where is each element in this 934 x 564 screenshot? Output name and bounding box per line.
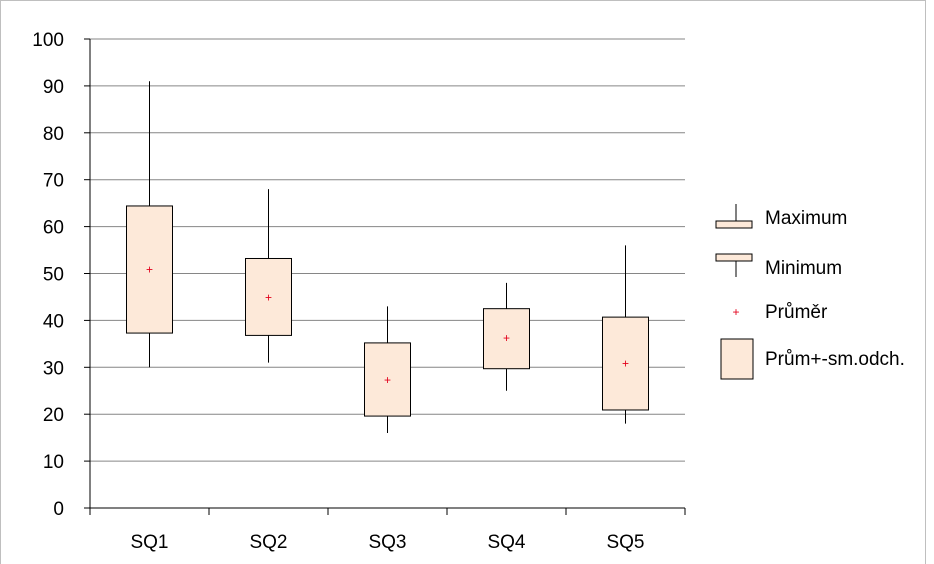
legend: Maximum Minimum + Průměr Prům+-sm.odch. (715, 204, 905, 380)
y-tick-label: 20 (43, 405, 64, 426)
x-tick-label: SQ2 (249, 532, 287, 553)
frame-top-border (0, 0, 926, 1)
x-axis-tick-labels: SQ1 SQ2 SQ3 SQ4 SQ5 (89, 508, 686, 553)
box-sq1: + (126, 81, 173, 368)
box-sq2: + (245, 189, 292, 363)
x-tick-label: SQ5 (606, 532, 644, 553)
box-body (602, 316, 649, 411)
legend-mean-marker: + (732, 305, 739, 319)
legend-entry-mean: + Průměr (732, 302, 827, 323)
mean-marker: + (265, 290, 272, 304)
box-body (126, 205, 173, 334)
y-tick-label: 0 (53, 499, 64, 520)
x-tick-label: SQ1 (130, 532, 168, 553)
gridlines (90, 38, 685, 462)
x-tick-label: SQ4 (487, 532, 525, 553)
box-sq5: + (602, 245, 649, 424)
y-tick-label: 30 (43, 358, 64, 379)
legend-entry-box: Prům+-sm.odch. (720, 338, 905, 380)
legend-label-minimum: Minimum (765, 258, 842, 279)
box-series: + + + + + (126, 81, 649, 433)
box-body (483, 308, 530, 370)
axes (84, 39, 685, 509)
y-tick-label: 60 (43, 218, 64, 239)
mean-marker: + (146, 263, 153, 277)
legend-label-mean: Průměr (765, 302, 828, 323)
box-body (245, 257, 292, 336)
y-tick-label: 70 (43, 171, 64, 192)
box-sq3: + (364, 306, 411, 433)
box-sq4: + (483, 282, 530, 391)
mean-marker: + (622, 357, 629, 371)
legend-label-maximum: Maximum (765, 208, 847, 229)
y-tick-label: 50 (43, 265, 64, 286)
y-tick-label: 90 (43, 77, 64, 98)
legend-entry-maximum: Maximum (715, 204, 847, 229)
y-tick-label: 40 (43, 311, 64, 332)
frame-right-border (925, 0, 926, 564)
box-body (364, 342, 411, 417)
mean-marker: + (384, 373, 391, 387)
y-tick-label: 100 (32, 30, 64, 51)
y-tick-label: 10 (43, 452, 64, 473)
legend-label-box: Prům+-sm.odch. (765, 349, 905, 370)
x-tick-label: SQ3 (368, 532, 406, 553)
y-axis-tick-labels: 0 10 20 30 40 50 60 70 80 90 100 (32, 30, 90, 520)
mean-marker: + (503, 331, 510, 345)
y-tick-label: 80 (43, 124, 64, 145)
legend-entry-minimum: Minimum (715, 253, 842, 279)
frame-left-border (0, 0, 1, 564)
